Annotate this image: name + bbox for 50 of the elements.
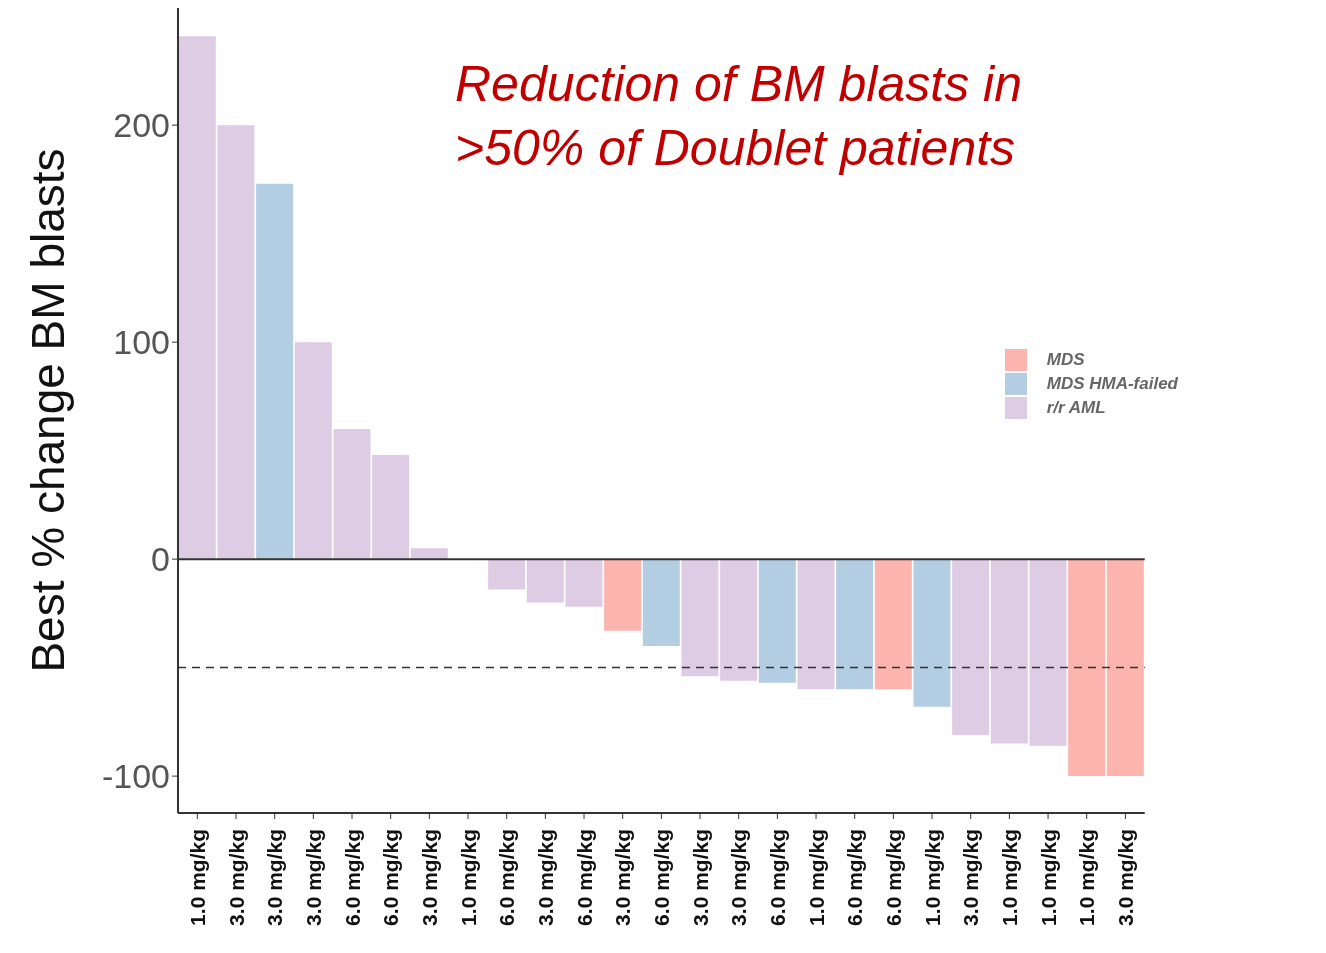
y-axis-title: Best % change BM blasts — [22, 148, 75, 673]
x-tick-label: 6.0 mg/kg — [572, 829, 596, 926]
x-tick-label: 3.0 mg/kg — [727, 829, 751, 926]
x-tick-label: 6.0 mg/kg — [379, 829, 403, 926]
bar — [1106, 559, 1144, 777]
bar — [836, 559, 874, 690]
y-tick-label: 0 — [151, 540, 170, 579]
x-tick-label: 3.0 mg/kg — [417, 829, 441, 926]
x-tick-label: 1.0 mg/kg — [920, 829, 944, 926]
bar — [604, 559, 642, 631]
bar — [256, 183, 294, 560]
x-tick-label: 6.0 mg/kg — [843, 829, 867, 926]
y-tick-label: -100 — [101, 757, 170, 796]
x-tick-label: 6.0 mg/kg — [765, 829, 789, 926]
bar — [681, 559, 719, 677]
x-tick-label: 3.0 mg/kg — [224, 829, 248, 926]
bar — [797, 559, 835, 690]
y-tick-label: 100 — [113, 323, 170, 362]
bar — [372, 454, 410, 560]
x-tick-label: 1.0 mg/kg — [1075, 829, 1099, 926]
bar — [758, 559, 796, 683]
x-tick-label: 1.0 mg/kg — [1036, 829, 1060, 926]
x-tick-label: 3.0 mg/kg — [301, 829, 325, 926]
bar — [874, 559, 912, 690]
bar — [642, 559, 680, 646]
legend-label: r/r AML — [1046, 398, 1106, 418]
bar — [410, 548, 448, 560]
x-tick-label: 1.0 mg/kg — [997, 829, 1021, 926]
bar — [720, 559, 758, 681]
x-tick-label: 6.0 mg/kg — [649, 829, 673, 926]
x-tick-label: 6.0 mg/kg — [340, 829, 364, 926]
x-tick-label: 6.0 mg/kg — [495, 829, 519, 926]
x-tick-label: 1.0 mg/kg — [185, 829, 209, 926]
x-tick-label: 3.0 mg/kg — [959, 829, 983, 926]
x-tick-label: 3.0 mg/kg — [611, 829, 635, 926]
x-tick-label: 6.0 mg/kg — [881, 829, 905, 926]
bar — [488, 559, 526, 590]
x-tick-label: 3.0 mg/kg — [263, 829, 287, 926]
legend-label: MDS HMA-failed — [1046, 374, 1178, 394]
y-tick-label: 200 — [113, 106, 170, 145]
x-tick-label: 3.0 mg/kg — [533, 829, 557, 926]
annotation: Reduction of BM blasts in >50% of Doublet patients — [455, 55, 1023, 178]
bar — [952, 559, 990, 735]
x-tick-label: 3.0 mg/kg — [688, 829, 712, 926]
x-tick-label: 1.0 mg/kg — [804, 829, 828, 926]
x-tick-label: 3.0 mg/kg — [1113, 829, 1137, 926]
x-tick-label: 1.0 mg/kg — [456, 829, 480, 926]
bar — [913, 559, 951, 707]
bar — [1068, 559, 1106, 777]
legend-label: MDS — [1046, 350, 1085, 370]
